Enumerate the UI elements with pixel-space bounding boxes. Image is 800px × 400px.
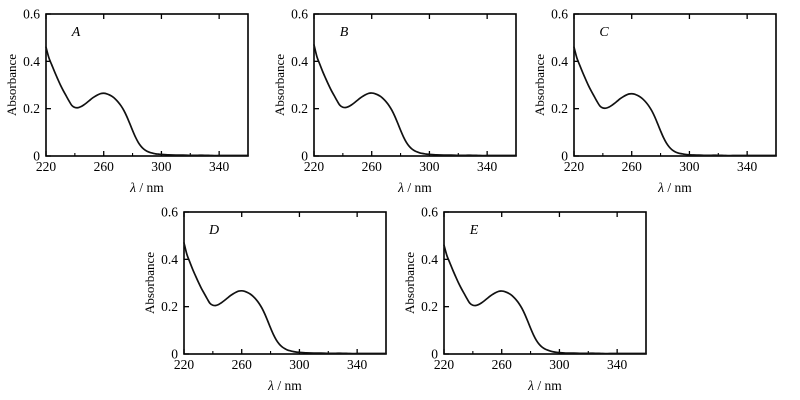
x-tick-label: 260 bbox=[232, 357, 253, 372]
spectrum-curve bbox=[183, 241, 387, 355]
plot-area-e: 220 260 300 340 0 0.2 0.4 0.6 Absorbance λ / nm E bbox=[402, 205, 647, 393]
x-tick-label: 300 bbox=[151, 159, 172, 174]
axis-separator: / bbox=[274, 378, 285, 393]
spectrum-curve bbox=[313, 43, 517, 157]
spectrum-panel-c: 220 260 300 340 0 0.2 0.4 0.6 Absorbance λ / nm C bbox=[528, 0, 790, 196]
y-tick-label: 0.4 bbox=[23, 54, 40, 69]
plot-frame bbox=[443, 211, 647, 355]
y-tick-label: 0 bbox=[171, 347, 178, 362]
axis-separator: / bbox=[136, 180, 147, 195]
x-tick-label: 220 bbox=[36, 159, 57, 174]
y-tick-label: 0 bbox=[431, 347, 438, 362]
spectrum-panel-a: 220 260 300 340 0 0.2 0.4 0.6 Absorbance λ / nm A bbox=[0, 0, 262, 196]
x-tick-label: 300 bbox=[419, 159, 440, 174]
x-tick-label: 300 bbox=[549, 357, 570, 372]
axis-separator: / bbox=[664, 180, 675, 195]
y-tick-label: 0.6 bbox=[161, 205, 178, 220]
panel-label: D bbox=[208, 223, 219, 238]
panel-label: E bbox=[469, 223, 479, 238]
x-axis-title: λ / nm bbox=[397, 180, 432, 195]
spectrum-curve bbox=[573, 46, 777, 157]
y-tick-label: 0.4 bbox=[551, 54, 568, 69]
x-tick-label: 220 bbox=[564, 159, 585, 174]
y-axis-title: Absorbance bbox=[4, 54, 19, 116]
plot-area-a: 220 260 300 340 0 0.2 0.4 0.6 Absorbance λ / nm A bbox=[4, 7, 249, 195]
y-tick-label: 0.2 bbox=[551, 101, 568, 116]
axis-unit: nm bbox=[675, 180, 693, 195]
spectrum-panel-d: 220 260 300 340 0 0.2 0.4 0.6 Absorbance λ / nm D bbox=[138, 198, 400, 394]
x-tick-label: 260 bbox=[622, 159, 643, 174]
y-tick-label: 0.4 bbox=[421, 252, 438, 267]
axis-unit: nm bbox=[415, 180, 433, 195]
y-tick-label: 0.6 bbox=[291, 7, 308, 22]
y-tick-label: 0.2 bbox=[161, 299, 178, 314]
spectrum-curve bbox=[45, 46, 249, 157]
x-tick-label: 340 bbox=[737, 159, 758, 174]
plot-frame bbox=[183, 211, 387, 355]
x-tick-label: 300 bbox=[289, 357, 310, 372]
x-tick-label: 220 bbox=[304, 159, 325, 174]
y-tick-label: 0.4 bbox=[291, 54, 308, 69]
axis-separator: / bbox=[534, 378, 545, 393]
y-tick-label: 0.2 bbox=[23, 101, 40, 116]
plot-area-b: 220 260 300 340 0 0.2 0.4 0.6 Absorbance λ / nm B bbox=[272, 7, 517, 195]
y-tick-label: 0.2 bbox=[421, 299, 438, 314]
x-tick-label: 220 bbox=[434, 357, 455, 372]
y-tick-label: 0.6 bbox=[551, 7, 568, 22]
axis-unit: nm bbox=[285, 378, 303, 393]
y-tick-label: 0.6 bbox=[421, 205, 438, 220]
axis-separator: / bbox=[404, 180, 415, 195]
lambda-symbol: λ bbox=[657, 180, 664, 195]
x-tick-label: 260 bbox=[362, 159, 383, 174]
y-tick-label: 0.2 bbox=[291, 101, 308, 116]
x-tick-label: 340 bbox=[347, 357, 368, 372]
x-tick-label: 220 bbox=[174, 357, 195, 372]
y-axis-title: Absorbance bbox=[272, 54, 287, 116]
y-axis-title: Absorbance bbox=[402, 252, 417, 314]
panel-label: B bbox=[340, 25, 349, 40]
y-tick-label: 0 bbox=[301, 149, 308, 164]
x-tick-label: 340 bbox=[477, 159, 498, 174]
plot-frame bbox=[573, 13, 777, 157]
spectrum-panel-b: 220 260 300 340 0 0.2 0.4 0.6 Absorbance λ / nm B bbox=[268, 0, 530, 196]
lambda-symbol: λ bbox=[129, 180, 136, 195]
panel-label: A bbox=[71, 25, 81, 40]
spectrum-panel-e: 220 260 300 340 0 0.2 0.4 0.6 Absorbance λ / nm E bbox=[398, 198, 660, 394]
y-axis-title: Absorbance bbox=[532, 54, 547, 116]
plot-area-c: 220 260 300 340 0 0.2 0.4 0.6 Absorbance λ / nm C bbox=[532, 7, 777, 195]
plot-area-d: 220 260 300 340 0 0.2 0.4 0.6 Absorbance λ / nm D bbox=[142, 205, 387, 393]
x-axis-title: λ / nm bbox=[129, 180, 164, 195]
x-tick-label: 340 bbox=[209, 159, 230, 174]
x-tick-label: 260 bbox=[94, 159, 115, 174]
plot-frame bbox=[313, 13, 517, 157]
plot-frame bbox=[45, 13, 249, 157]
panel-label: C bbox=[599, 25, 609, 40]
y-tick-label: 0.4 bbox=[161, 252, 178, 267]
x-tick-label: 340 bbox=[607, 357, 628, 372]
axis-unit: nm bbox=[147, 180, 165, 195]
x-tick-label: 260 bbox=[492, 357, 513, 372]
lambda-symbol: λ bbox=[527, 378, 534, 393]
x-axis-title: λ / nm bbox=[527, 378, 562, 393]
lambda-symbol: λ bbox=[397, 180, 404, 195]
spectrum-curve bbox=[443, 244, 647, 355]
x-axis-title: λ / nm bbox=[657, 180, 692, 195]
y-tick-label: 0 bbox=[561, 149, 568, 164]
x-axis-title: λ / nm bbox=[267, 378, 302, 393]
lambda-symbol: λ bbox=[267, 378, 274, 393]
axis-unit: nm bbox=[545, 378, 563, 393]
x-tick-label: 300 bbox=[679, 159, 700, 174]
y-tick-label: 0 bbox=[33, 149, 40, 164]
y-tick-label: 0.6 bbox=[23, 7, 40, 22]
y-axis-title: Absorbance bbox=[142, 252, 157, 314]
